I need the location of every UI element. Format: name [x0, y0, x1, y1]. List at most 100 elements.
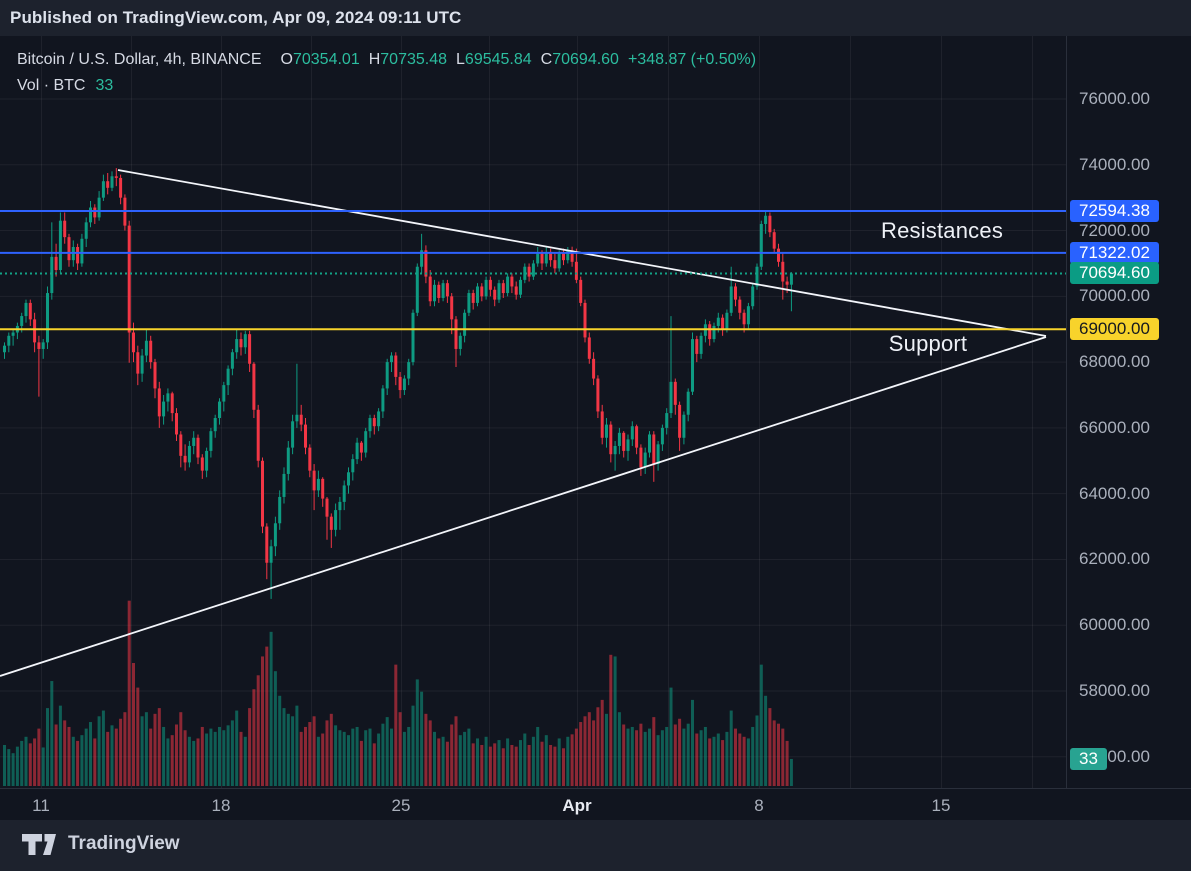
- volume-label: Vol · BTC: [17, 77, 86, 94]
- candle-body: [493, 289, 497, 300]
- volume-bar: [691, 699, 694, 786]
- volume-bar: [708, 738, 712, 786]
- volume-badge: 33: [1070, 747, 1107, 770]
- volume-bar: [80, 735, 84, 786]
- volume-bar: [699, 730, 703, 786]
- candle-body: [230, 352, 234, 369]
- candle-body: [592, 358, 596, 379]
- candle-body: [402, 378, 406, 391]
- candle-body: [372, 418, 376, 427]
- published-bar: Published on TradingView.com, Apr 09, 20…: [0, 0, 1191, 36]
- candle-body: [467, 293, 471, 313]
- tradingview-logo-icon: [22, 833, 56, 855]
- volume-bar: [501, 748, 505, 786]
- volume-bar: [454, 716, 458, 786]
- volume-bar: [123, 712, 127, 786]
- volume-bar: [41, 747, 45, 786]
- candle-body: [106, 181, 110, 188]
- candle-body: [256, 409, 260, 461]
- ohlc-values: O70354.01 H70735.48 L69545.84 C70694.60: [272, 51, 619, 68]
- volume-bar: [33, 738, 37, 786]
- volume-bar: [179, 712, 183, 786]
- volume-bar: [398, 712, 402, 786]
- volume-bar: [725, 731, 729, 786]
- tradingview-link[interactable]: TradingView: [22, 833, 180, 855]
- candle-body: [691, 339, 694, 392]
- volume-bar: [11, 753, 15, 786]
- candle-body: [428, 276, 432, 302]
- candle-body: [665, 413, 669, 428]
- volume-bar: [678, 718, 682, 786]
- candle-body: [325, 498, 329, 517]
- volume-bar: [243, 736, 247, 786]
- candle-body: [553, 260, 557, 269]
- ohlc-value: 70735.48: [380, 51, 448, 68]
- volume-bar: [695, 733, 699, 786]
- volume-bar: [540, 741, 544, 786]
- volume-bar: [325, 720, 329, 786]
- volume-bar: [553, 746, 557, 786]
- candle-body: [205, 450, 209, 471]
- volume-bar: [463, 731, 467, 786]
- candle-body: [213, 418, 217, 432]
- volume-bar: [140, 716, 144, 786]
- candle-body: [686, 391, 690, 415]
- candle-body: [411, 312, 415, 363]
- volume-bar: [368, 728, 372, 786]
- volume-bar: [286, 713, 290, 786]
- volume-bar: [359, 740, 363, 786]
- volume-bar: [7, 749, 11, 786]
- volume-bar: [734, 728, 737, 786]
- candle-body: [157, 388, 161, 417]
- volume-bar: [514, 746, 518, 786]
- candle-body: [777, 248, 780, 262]
- ohlc-key: C: [540, 51, 553, 68]
- candle-body: [751, 286, 755, 307]
- candle-body: [746, 306, 750, 325]
- volume-bar: [226, 725, 230, 786]
- volume-bar: [759, 664, 763, 786]
- candle-body: [458, 335, 462, 349]
- volume-bar: [394, 664, 398, 786]
- volume-bar: [248, 708, 252, 786]
- volume-bar: [712, 736, 716, 786]
- volume-bar: [785, 740, 789, 786]
- resistances-annotation: Resistances: [880, 218, 1004, 243]
- volume-bar: [544, 735, 548, 786]
- volume-bar: [605, 713, 608, 786]
- volume-bar: [716, 733, 720, 786]
- candle-body: [359, 442, 363, 453]
- volume-bar: [89, 722, 92, 786]
- candle-body: [248, 334, 252, 364]
- volume-bar: [557, 738, 561, 786]
- volume-bar: [252, 689, 256, 786]
- volume-bar: [20, 740, 24, 786]
- volume-bar: [609, 654, 613, 786]
- volume-bar: [777, 723, 780, 786]
- price-tick-label: 72000.00: [1079, 220, 1150, 240]
- candle-body: [476, 286, 479, 303]
- candle-body: [600, 411, 604, 438]
- volume-bar: [218, 726, 221, 786]
- candle-body: [28, 302, 32, 320]
- volume-bar: [549, 745, 553, 786]
- candle-body: [519, 279, 522, 295]
- time-axis[interactable]: 11 18 25 Apr 8 15: [0, 788, 1191, 821]
- volume-bar: [673, 724, 677, 786]
- volume-bar: [170, 735, 174, 786]
- candle-body: [329, 516, 333, 530]
- volume-bar: [617, 712, 621, 786]
- candle-body: [170, 393, 174, 414]
- price-tick-label: 60000.00: [1079, 615, 1150, 635]
- volume-bar: [299, 731, 303, 786]
- candle-body: [239, 339, 243, 348]
- volume-bar: [506, 738, 510, 786]
- ohlc-key: H: [368, 51, 381, 68]
- volume-bar: [600, 699, 604, 786]
- volume-bar: [205, 733, 209, 786]
- volume-bar: [76, 740, 80, 786]
- price-axis[interactable]: 76000.00 74000.00 72000.00 70000.00 68000.00…: [1066, 36, 1191, 788]
- volume-bar: [613, 656, 617, 786]
- volume-bar: [157, 708, 161, 786]
- candle-body: [166, 393, 170, 402]
